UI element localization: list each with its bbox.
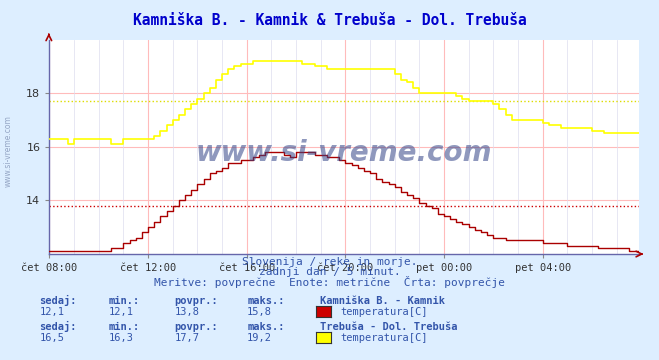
Text: temperatura[C]: temperatura[C] xyxy=(341,333,428,343)
Text: www.si-vreme.com: www.si-vreme.com xyxy=(196,139,492,167)
Text: Slovenija / reke in morje.: Slovenija / reke in morje. xyxy=(242,257,417,267)
Text: 19,2: 19,2 xyxy=(247,333,272,343)
Text: povpr.:: povpr.: xyxy=(175,296,218,306)
Text: sedaj:: sedaj: xyxy=(40,295,77,306)
Text: zadnji dan / 5 minut.: zadnji dan / 5 minut. xyxy=(258,267,401,278)
Text: povpr.:: povpr.: xyxy=(175,323,218,333)
Text: Kamniška B. - Kamnik & Trebuša - Dol. Trebuša: Kamniška B. - Kamnik & Trebuša - Dol. Tr… xyxy=(132,13,527,28)
Text: maks.:: maks.: xyxy=(247,323,285,333)
Text: sedaj:: sedaj: xyxy=(40,321,77,333)
Text: 12,1: 12,1 xyxy=(40,307,65,317)
Text: Trebuša - Dol. Trebuša: Trebuša - Dol. Trebuša xyxy=(320,323,457,333)
Text: Meritve: povprečne  Enote: metrične  Črta: povprečje: Meritve: povprečne Enote: metrične Črta:… xyxy=(154,276,505,288)
Text: min.:: min.: xyxy=(109,323,140,333)
Text: maks.:: maks.: xyxy=(247,296,285,306)
Text: min.:: min.: xyxy=(109,296,140,306)
Text: www.si-vreme.com: www.si-vreme.com xyxy=(3,115,13,187)
Text: Kamniška B. - Kamnik: Kamniška B. - Kamnik xyxy=(320,296,445,306)
Text: 17,7: 17,7 xyxy=(175,333,200,343)
Text: 16,5: 16,5 xyxy=(40,333,65,343)
Text: 15,8: 15,8 xyxy=(247,307,272,317)
Text: 13,8: 13,8 xyxy=(175,307,200,317)
Text: temperatura[C]: temperatura[C] xyxy=(341,307,428,317)
Text: 16,3: 16,3 xyxy=(109,333,134,343)
Text: 12,1: 12,1 xyxy=(109,307,134,317)
